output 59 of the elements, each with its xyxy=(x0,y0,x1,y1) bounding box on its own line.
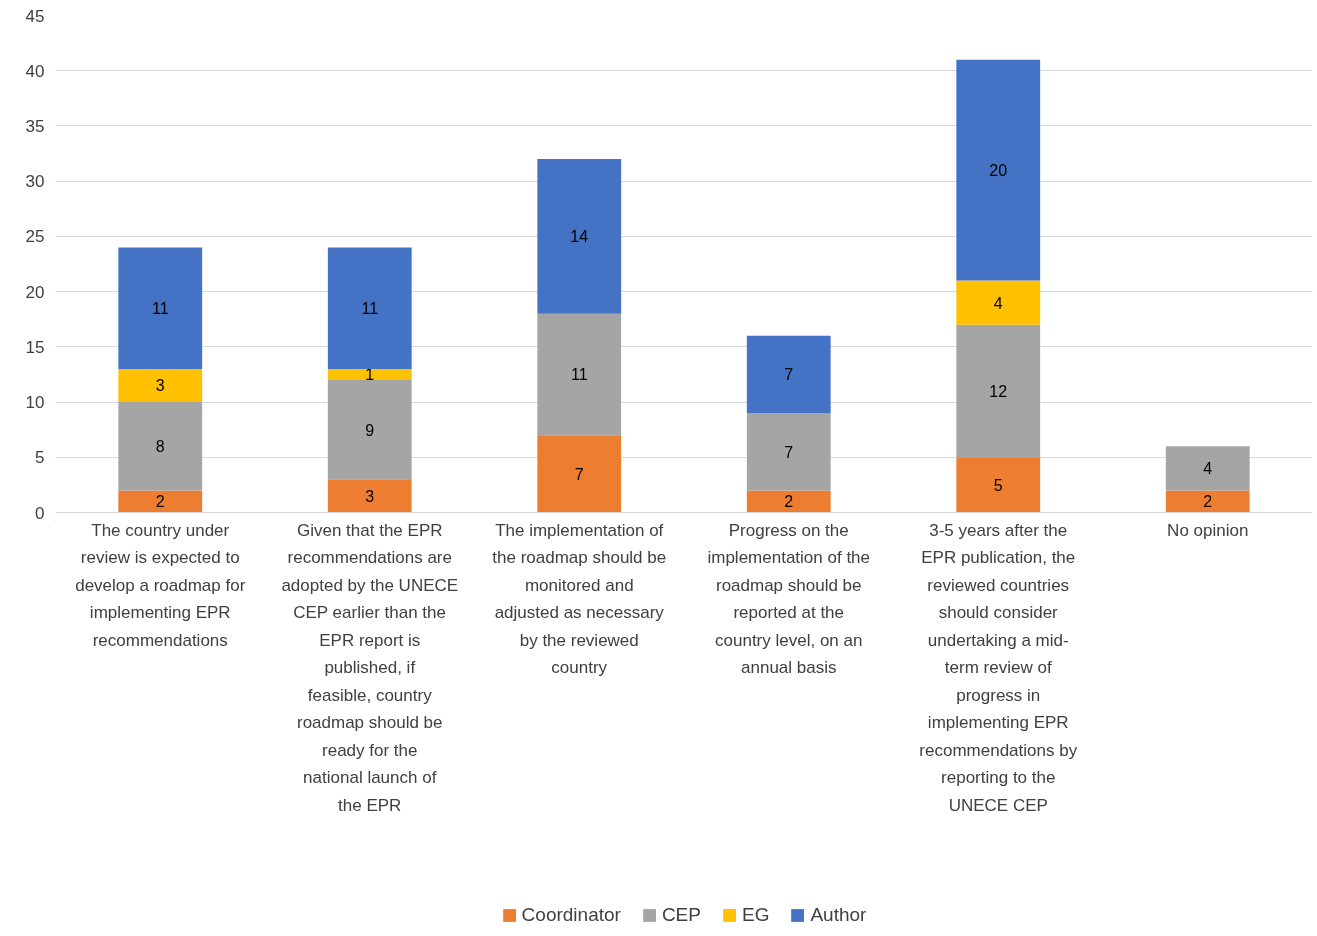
y-tick-label: 15 xyxy=(25,337,45,357)
data-label: 8 xyxy=(155,438,165,456)
legend-label: Author xyxy=(810,904,867,926)
data-label: 12 xyxy=(989,383,1008,401)
data-label: 2 xyxy=(155,493,165,511)
bar xyxy=(537,159,622,314)
bar xyxy=(537,435,622,513)
bar xyxy=(327,247,412,369)
data-label: 3 xyxy=(365,487,375,505)
bar xyxy=(327,379,412,480)
data-label: 11 xyxy=(361,300,379,318)
bar xyxy=(118,368,203,403)
bar xyxy=(327,479,412,513)
y-tick-label: 30 xyxy=(25,172,45,192)
legend-label: CEP xyxy=(661,904,701,926)
data-label: 7 xyxy=(574,465,584,483)
y-tick-label: 35 xyxy=(25,116,45,136)
data-label: 2 xyxy=(784,493,794,511)
y-tick-label: 20 xyxy=(25,282,45,302)
data-label: 4 xyxy=(1203,460,1213,478)
y-tick-label: 5 xyxy=(35,448,45,468)
bar xyxy=(956,280,1041,325)
data-label: 20 xyxy=(989,162,1008,180)
bar xyxy=(118,402,203,491)
bar xyxy=(118,247,203,369)
bar xyxy=(1165,446,1250,491)
y-tick-label: 45 xyxy=(25,6,45,26)
data-label: 5 xyxy=(993,476,1003,494)
data-label: 2 xyxy=(1203,493,1213,511)
data-label: 14 xyxy=(570,228,589,246)
y-tick-label: 0 xyxy=(35,503,45,523)
legend-label: Coordinator xyxy=(521,904,621,926)
category-label: 3-5 years after the EPR publication, the reviewed countries should consider undertaking a mid-term review of progress in implementing EPR recommendations by reporting to the UNECE CEP xyxy=(919,520,1078,815)
bar xyxy=(327,368,412,380)
x-tick-label: Progress on the implementation of the roadmap should be reported at the country level, on an annual basis xyxy=(707,520,871,678)
x-tick-label: No opinion xyxy=(1167,520,1249,540)
legend-label: EG xyxy=(741,904,770,926)
bar xyxy=(956,457,1041,513)
data-label: 7 xyxy=(784,366,794,384)
bar xyxy=(1165,490,1250,513)
data-label: 4 xyxy=(993,294,1003,312)
y-tick-label: 10 xyxy=(25,393,45,413)
bar xyxy=(956,324,1041,458)
y-tick-label: 40 xyxy=(25,61,45,81)
bar xyxy=(746,335,831,414)
bar xyxy=(118,490,203,513)
bar xyxy=(956,59,1041,281)
x-tick-label: The country under review is expected to develop a roadmap for implementing EPR recommendations xyxy=(75,520,246,650)
data-label: 11 xyxy=(151,300,169,318)
bar xyxy=(746,490,831,513)
bar xyxy=(746,413,831,491)
data-label: 7 xyxy=(784,443,794,461)
data-label: 9 xyxy=(365,421,375,439)
y-tick-label: 25 xyxy=(25,227,45,247)
x-tick-label: The implementation of the roadmap should be monitored and adjusted as necessary by the reviewed country xyxy=(492,520,667,678)
data-label: 3 xyxy=(155,377,165,395)
bar xyxy=(537,313,622,436)
data-label: 11 xyxy=(570,366,588,384)
category-label: Given that the EPR recommendations are adopted by the UNECE CEP earlier than the EPR report is published, if feasible, country roadmap should be ready for the national launch of the EPR xyxy=(281,520,459,815)
